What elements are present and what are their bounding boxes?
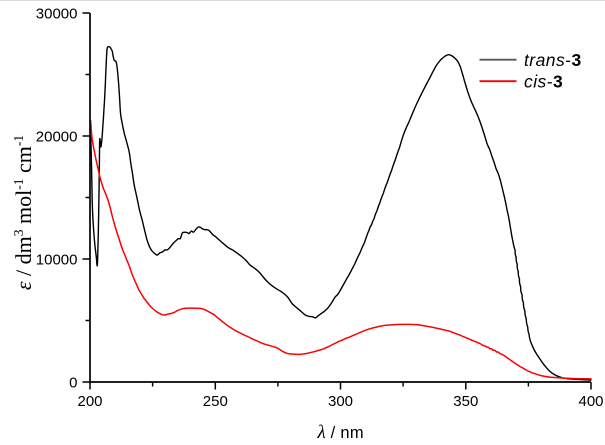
svg-text:250: 250 (203, 393, 228, 410)
svg-text:400: 400 (578, 393, 603, 410)
svg-text:30000: 30000 (36, 5, 78, 22)
svg-text:λ / nm: λ / nm (317, 422, 364, 443)
svg-text:350: 350 (453, 393, 478, 410)
svg-text:20000: 20000 (36, 128, 78, 145)
svg-text:0: 0 (69, 374, 77, 391)
svg-text:300: 300 (328, 393, 353, 410)
svg-text:200: 200 (77, 393, 102, 410)
svg-text:ε / dm3 mol-1 cm-1: ε / dm3 mol-1 cm-1 (11, 135, 36, 290)
svg-text:cis-3: cis-3 (524, 72, 563, 92)
svg-text:trans-3: trans-3 (524, 50, 582, 70)
svg-text:10000: 10000 (36, 251, 78, 268)
